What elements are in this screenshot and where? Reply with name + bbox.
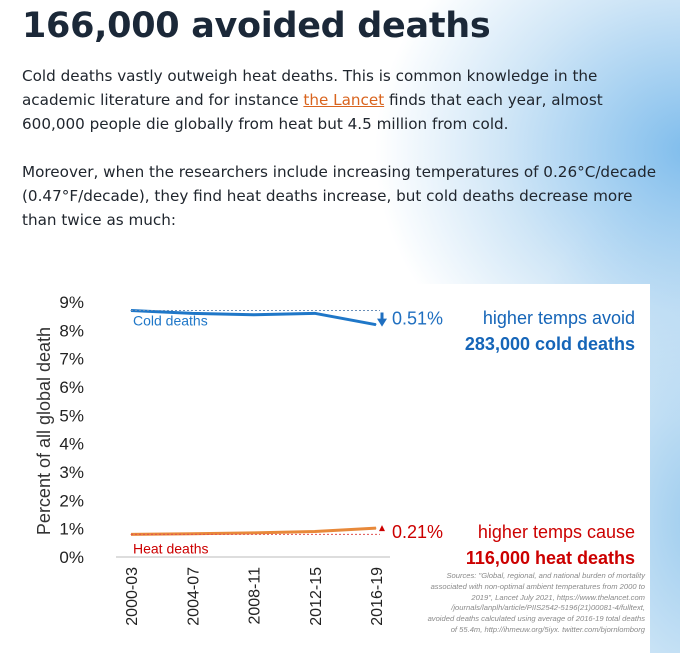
paragraph-1-after: finds that each year, almost 600,000 peo… <box>22 91 603 133</box>
paragraph-1-before: Cold deaths vastly outweigh heat deaths.… <box>22 67 598 109</box>
heat-callout-line1: higher temps cause <box>478 522 635 542</box>
heat-change-value: 0.21% <box>392 522 443 542</box>
y-tick-label: 5% <box>59 406 84 425</box>
y-tick-label: 7% <box>59 350 84 369</box>
cold-callout-line1: higher temps avoid <box>483 308 635 328</box>
paragraph-1: Cold deaths vastly outweigh heat deaths.… <box>22 64 662 136</box>
y-tick-label: 2% <box>59 491 84 510</box>
heat-deaths-label: Heat deaths <box>133 540 209 556</box>
y-tick-label: 9% <box>59 293 84 312</box>
cold-deaths-point <box>375 324 377 326</box>
cold-deaths-point <box>314 312 316 314</box>
heat-deaths-point <box>253 532 254 534</box>
heat-deaths-point <box>375 527 377 529</box>
cold-callout-line2: 283,000 cold deaths <box>465 334 635 354</box>
x-tick-label: 2008-11 <box>247 567 264 625</box>
cold-change-value: 0.51% <box>392 309 443 329</box>
x-tick-label: 2000-03 <box>124 567 141 626</box>
source-note: Sources: "Global, regional, and national… <box>427 571 645 634</box>
x-tick-label: 2004-07 <box>185 567 202 626</box>
lancet-link[interactable]: the Lancet <box>303 91 385 109</box>
heat-change-arrow-icon <box>379 525 385 532</box>
y-tick-label: 1% <box>59 520 84 539</box>
cold-change-arrow-icon <box>377 318 387 327</box>
y-tick-label: 0% <box>59 548 84 567</box>
headline: 166,000 avoided deaths <box>22 6 491 46</box>
deaths-chart: Percent of all global death 0% 1% 2% 3% 4% 5% 6… <box>34 293 635 626</box>
x-tick-label: 2016-19 <box>369 567 386 626</box>
heat-callout-line2: 116,000 heat deaths <box>466 548 635 568</box>
cold-deaths-label: Cold deaths <box>133 313 208 329</box>
paragraph-2: Moreover, when the researchers include i… <box>22 163 657 229</box>
x-tick-label: 2012-15 <box>308 567 325 626</box>
chart-container: Percent of all global death 0% 1% 2% 3% 4% 5% 6… <box>30 284 650 653</box>
cold-deaths-point <box>253 314 254 316</box>
y-tick-label: 4% <box>59 435 84 454</box>
y-tick-label: 6% <box>59 378 84 397</box>
y-tick-label: 3% <box>59 463 84 482</box>
y-axis-label: Percent of all global death <box>34 327 54 535</box>
y-tick-label: 8% <box>59 321 84 340</box>
heat-deaths-point <box>314 531 316 532</box>
cold-deaths-point <box>191 312 193 314</box>
